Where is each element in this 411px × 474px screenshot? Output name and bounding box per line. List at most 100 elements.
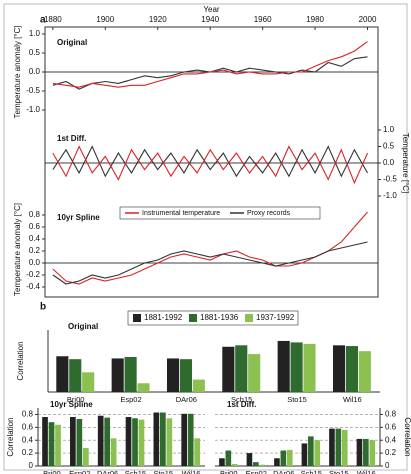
x-tick-label: 1940 bbox=[201, 15, 219, 24]
legend-label: 1881-1992 bbox=[144, 313, 183, 322]
subplot-title: Original bbox=[57, 38, 87, 47]
bar bbox=[48, 422, 55, 466]
x-tick-label: Esp02 bbox=[69, 469, 90, 474]
x-tick-label: Wil16 bbox=[182, 469, 201, 474]
x-tick-label: Esp02 bbox=[246, 469, 267, 474]
bar bbox=[153, 412, 160, 466]
bar bbox=[69, 359, 82, 392]
series-line bbox=[52, 145, 369, 185]
y-tick-label: 0.5 bbox=[383, 142, 395, 151]
bar bbox=[341, 429, 348, 466]
y-tick-label: 0.5 bbox=[29, 48, 41, 57]
y-tick-label: 0 bbox=[29, 461, 34, 470]
bar bbox=[70, 417, 76, 466]
bar bbox=[277, 340, 290, 392]
bar bbox=[160, 412, 166, 466]
bar bbox=[192, 379, 205, 392]
x-tick-label: DAr06 bbox=[176, 395, 197, 404]
bar bbox=[166, 358, 180, 392]
x-tick-label: Wil16 bbox=[343, 395, 362, 404]
bar bbox=[259, 464, 266, 466]
bar bbox=[110, 438, 117, 466]
y-tick-label: 0.0 bbox=[29, 258, 41, 267]
bar bbox=[137, 383, 150, 392]
y-axis-label: Correlation bbox=[16, 341, 25, 380]
subplot-title: 1st Diff. bbox=[57, 134, 86, 143]
x-tick-label: Bri00 bbox=[220, 469, 238, 474]
x-tick-label: 1960 bbox=[254, 15, 272, 24]
x-tick-label: Bri00 bbox=[67, 395, 85, 404]
bar bbox=[179, 359, 192, 392]
y-axis-label: Temperature anomaly [°C] bbox=[13, 25, 22, 118]
bar bbox=[225, 450, 232, 466]
y-tick-label: 0.0 bbox=[29, 67, 41, 76]
y-axis-label: Correlation bbox=[6, 417, 15, 456]
y-tick-label: 0.0 bbox=[383, 158, 395, 167]
bar bbox=[194, 438, 201, 466]
x-axis-label: Year bbox=[203, 5, 220, 14]
subplot-title: 1st Diff. bbox=[227, 400, 256, 409]
x-tick-label: DAr06 bbox=[273, 469, 294, 474]
bar bbox=[369, 440, 376, 466]
bar bbox=[138, 419, 145, 466]
y-tick-label: -1.0 bbox=[383, 191, 397, 200]
bar bbox=[332, 345, 346, 392]
bar bbox=[301, 443, 308, 466]
legend-label: Instrumental temperature bbox=[142, 210, 220, 217]
x-tick-label: 1980 bbox=[306, 15, 324, 24]
bar bbox=[329, 428, 335, 466]
y-tick-label: 1.0 bbox=[383, 125, 395, 134]
legend-swatch bbox=[245, 314, 253, 322]
bar bbox=[231, 464, 238, 466]
bar bbox=[104, 417, 111, 466]
legend-box bbox=[127, 310, 299, 326]
bar bbox=[274, 458, 280, 466]
x-tick-label: DAr06 bbox=[97, 469, 118, 474]
x-tick-label: Esp02 bbox=[120, 395, 141, 404]
y-tick-label: 0.6 bbox=[385, 422, 397, 431]
x-tick-label: Wil16 bbox=[357, 469, 376, 474]
y-tick-label: 0.4 bbox=[22, 435, 34, 444]
panel-label: b bbox=[40, 302, 46, 313]
bar bbox=[222, 346, 235, 392]
figure-frame bbox=[3, 3, 408, 471]
y-tick-label: -0.5 bbox=[383, 175, 397, 184]
y-axis-label: Correlation bbox=[403, 417, 411, 456]
bar bbox=[124, 356, 137, 392]
bar bbox=[246, 453, 253, 466]
bar bbox=[82, 447, 89, 466]
x-tick-label: 1920 bbox=[149, 15, 167, 24]
x-tick-label: 1900 bbox=[96, 15, 114, 24]
x-tick-label: Sto15 bbox=[287, 395, 307, 404]
panel-frame bbox=[44, 26, 379, 298]
bar bbox=[248, 354, 261, 392]
y-tick-label: 0.2 bbox=[385, 448, 397, 457]
legend-swatch bbox=[133, 314, 141, 322]
y-tick-label: 0.6 bbox=[22, 422, 34, 431]
bar bbox=[187, 413, 194, 466]
y-axis-label: Temperature anomaly [°C] bbox=[13, 203, 22, 296]
x-tick-label: Sto15 bbox=[153, 469, 173, 474]
bar bbox=[286, 449, 293, 466]
legend-label: Proxy records bbox=[247, 210, 291, 217]
bar bbox=[166, 418, 173, 466]
y-tick-label: 0.6 bbox=[29, 222, 41, 231]
legend-label: 1881-1936 bbox=[200, 313, 239, 322]
subplot-title: Original bbox=[68, 322, 98, 331]
x-tick-label: Sch15 bbox=[125, 469, 146, 474]
series-line bbox=[52, 41, 368, 88]
y-tick-label: -0.4 bbox=[26, 282, 40, 291]
bar bbox=[56, 356, 69, 392]
y-tick-label: 1.0 bbox=[29, 29, 41, 38]
bar bbox=[76, 418, 83, 466]
x-tick-label: Sch15 bbox=[231, 395, 252, 404]
series-line bbox=[52, 145, 368, 178]
bar bbox=[314, 440, 321, 466]
bar bbox=[111, 358, 124, 392]
bar bbox=[125, 417, 132, 466]
y-tick-label: 0.2 bbox=[29, 246, 41, 255]
bar bbox=[253, 462, 259, 466]
bar bbox=[235, 345, 248, 392]
bar bbox=[335, 428, 342, 466]
